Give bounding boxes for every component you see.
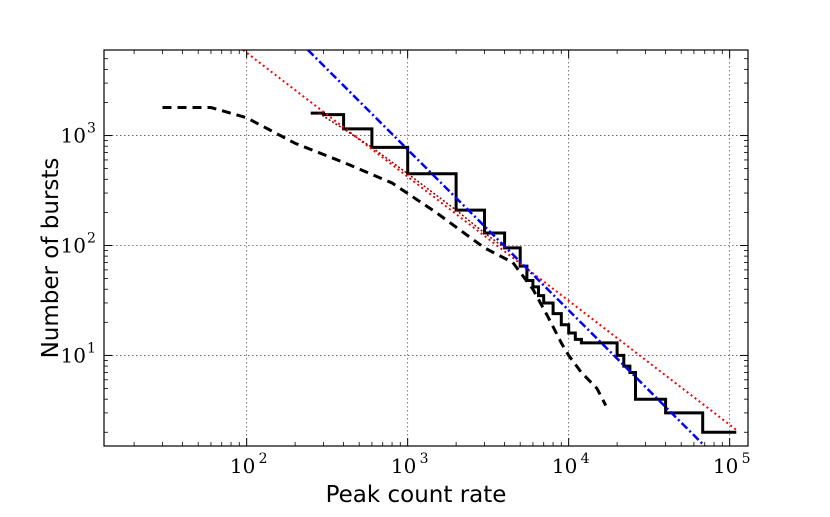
y-tick-label: 10	[61, 233, 86, 257]
series-line-1	[310, 111, 737, 434]
grid-lines	[104, 50, 748, 446]
x-tick-label: 10	[391, 454, 416, 478]
tick-labels: 10 2 10 3 10 4 10 510 110 210 3	[61, 121, 751, 478]
y-tick-label: 10	[61, 343, 86, 367]
series-layer	[162, 50, 737, 446]
x-tick-exponent: 5	[742, 451, 751, 467]
y-tick-exponent: 1	[87, 340, 96, 356]
plot-frame	[103, 49, 749, 447]
series-line-4	[307, 50, 706, 446]
y-tick-exponent: 3	[87, 121, 96, 137]
series-line-2	[162, 106, 608, 407]
x-tick-label: 10	[713, 454, 738, 478]
tick-marks	[104, 50, 748, 446]
y-tick-exponent: 2	[87, 230, 96, 246]
y-tick-label: 10	[61, 124, 86, 148]
x-tick-exponent: 3	[420, 451, 429, 467]
x-tick-label: 10	[552, 454, 577, 478]
x-axis-label: Peak count rate	[326, 482, 507, 508]
series-line-5	[318, 112, 506, 249]
x-tick-exponent: 4	[581, 451, 590, 467]
x-tick-label: 10	[230, 454, 255, 478]
series-line-3	[242, 50, 737, 431]
y-axis-label: Number of bursts	[38, 158, 64, 359]
x-tick-exponent: 2	[259, 451, 268, 467]
